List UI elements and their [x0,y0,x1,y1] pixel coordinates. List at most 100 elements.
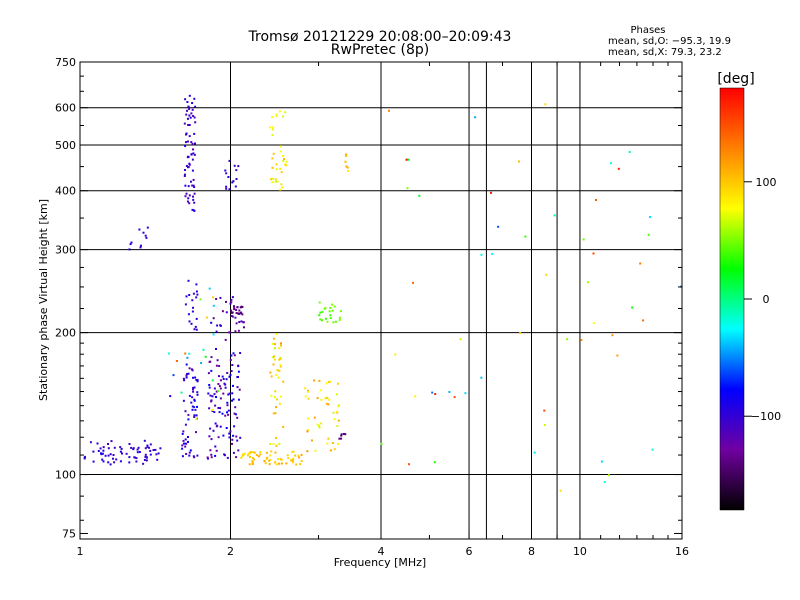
data-point [190,368,193,371]
data-point [313,416,316,419]
y-tick-label: 400 [55,185,76,198]
data-point [185,453,188,455]
grid-lines [80,62,682,539]
data-point [543,424,546,426]
data-point [282,425,285,428]
data-point [319,311,322,314]
data-point [227,409,230,412]
data-point [263,460,266,462]
data-point [210,453,213,456]
data-point [144,447,147,450]
data-point [533,451,536,454]
colorbar-tick-label: −100 [751,410,781,423]
data-point [333,418,336,421]
data-point [282,380,285,383]
data-point [237,376,239,378]
data-point [238,309,241,312]
data-point [325,382,328,385]
data-point [185,442,188,445]
data-point [192,184,195,187]
data-point [274,451,277,454]
data-point [388,109,390,112]
data-point [271,134,274,137]
data-point [592,322,595,325]
data-point [185,295,188,298]
data-point [183,122,186,125]
data-point [185,376,188,379]
data-point [237,364,240,367]
data-point [300,460,303,463]
data-point [334,320,337,323]
data-point [233,425,236,428]
data-point [139,246,142,249]
data-point [97,450,100,452]
data-point [214,422,217,425]
data-point [243,326,245,329]
data-point [219,407,222,410]
data-point [276,369,279,372]
data-point [229,430,232,433]
data-point [236,439,239,442]
colorbar-tick-label: 0 [763,293,770,306]
data-point [125,452,128,455]
data-point [192,306,194,309]
data-point [187,117,189,120]
data-point [265,457,268,460]
data-point [329,449,332,452]
phase-stats-x: mean, sd,X: 79.3, 23.2 [608,47,722,58]
data-point [340,437,343,440]
data-point [327,437,330,440]
data-point [181,455,184,458]
data-point [192,195,194,198]
data-point [279,395,282,398]
data-point [338,318,341,321]
data-point [184,303,187,306]
data-point [187,372,190,375]
data-point [187,156,190,158]
data-point [235,169,238,172]
phase-stats-o: mean, sd,O: −95.3, 19.9 [608,36,731,47]
data-point [135,457,138,460]
data-point [291,451,294,454]
data-point [218,365,221,367]
data-point [219,387,222,390]
data-point [230,298,233,301]
data-point [545,273,548,276]
data-point [285,462,288,465]
data-point [224,386,227,389]
data-point [194,376,197,379]
data-point [271,166,274,169]
data-point [219,324,222,327]
data-point [347,169,349,172]
data-point [318,424,320,427]
data-point [110,440,113,443]
data-point [84,455,86,458]
data-point [226,404,229,407]
data-point [224,414,227,417]
data-point [226,411,228,414]
data-point [190,112,193,115]
data-point [464,392,467,395]
data-point [278,347,281,350]
data-point [280,458,283,461]
data-point [329,380,332,383]
data-point [307,417,310,420]
data-point [102,446,105,449]
data-point [209,449,212,452]
data-point [336,410,339,413]
data-point [239,436,242,439]
data-point [205,316,208,319]
data-point [253,451,256,454]
data-point [324,306,327,309]
data-point [182,430,185,433]
data-point [278,443,281,445]
data-point [294,454,297,457]
data-point [222,434,225,437]
data-point [210,438,213,441]
data-point [191,169,194,172]
data-point [188,394,191,397]
data-point [318,426,321,429]
data-point [414,395,417,398]
data-point [193,386,196,389]
data-point [156,458,159,461]
